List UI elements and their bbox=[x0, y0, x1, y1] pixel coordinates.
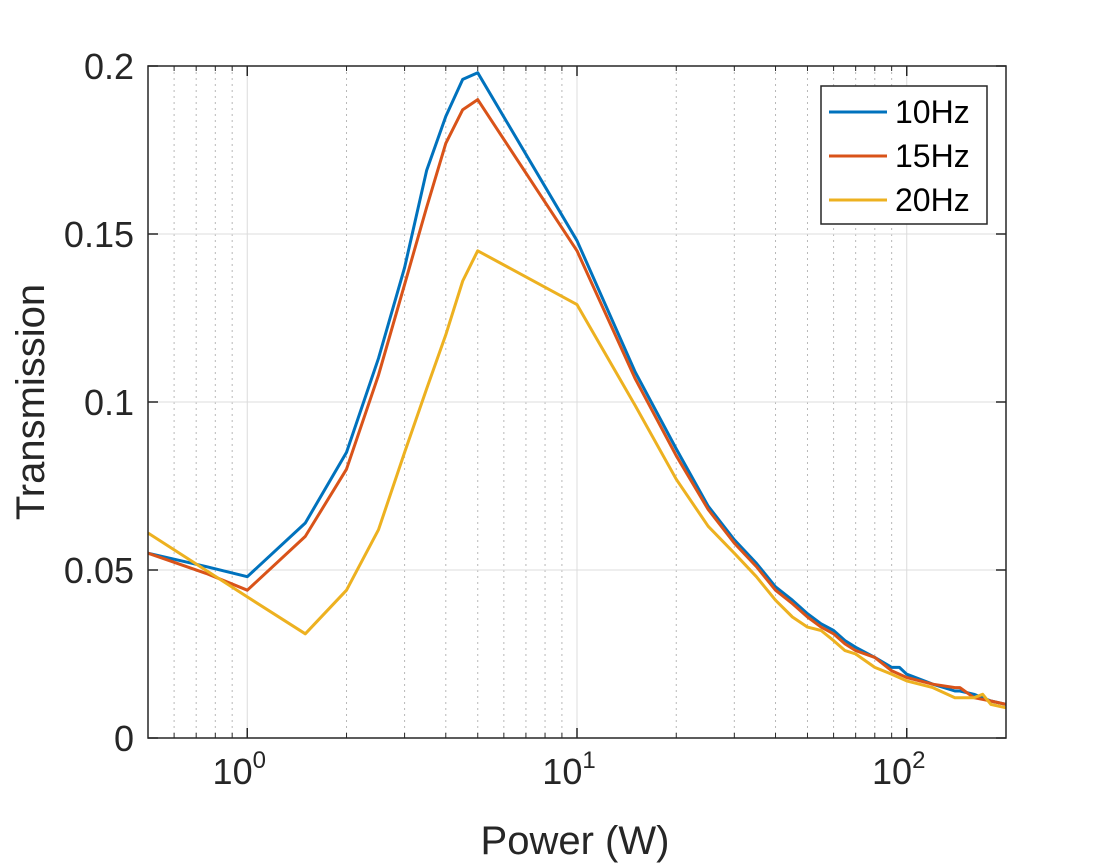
series-lines bbox=[147, 71, 1007, 710]
y-axis-title: Transmission bbox=[9, 284, 53, 520]
y-tick-label: 0 bbox=[114, 718, 134, 759]
y-tick-label: 0.05 bbox=[64, 550, 134, 591]
legend: 10Hz 15Hz 20Hz bbox=[820, 85, 988, 225]
y-tick-label: 0.1 bbox=[84, 382, 134, 423]
legend-label-20Hz: 20Hz bbox=[895, 182, 970, 218]
x-tick-label: 102 bbox=[872, 747, 925, 792]
series-line-10Hz bbox=[147, 71, 1007, 706]
x-axis-title: Power (W) bbox=[481, 819, 670, 863]
x-tick-label: 100 bbox=[213, 747, 266, 792]
series-line-20Hz bbox=[147, 249, 1007, 710]
y-tick-label: 0.2 bbox=[84, 46, 134, 87]
legend-label-10Hz: 10Hz bbox=[895, 94, 970, 130]
series-line-15Hz bbox=[147, 98, 1007, 706]
legend-label-15Hz: 15Hz bbox=[895, 138, 970, 174]
y-tick-label: 0.15 bbox=[64, 214, 134, 255]
ticks: 100 101 102 0 0.05 0.1 0.15 0.2 bbox=[64, 46, 1006, 792]
x-tick-label: 101 bbox=[542, 747, 595, 792]
